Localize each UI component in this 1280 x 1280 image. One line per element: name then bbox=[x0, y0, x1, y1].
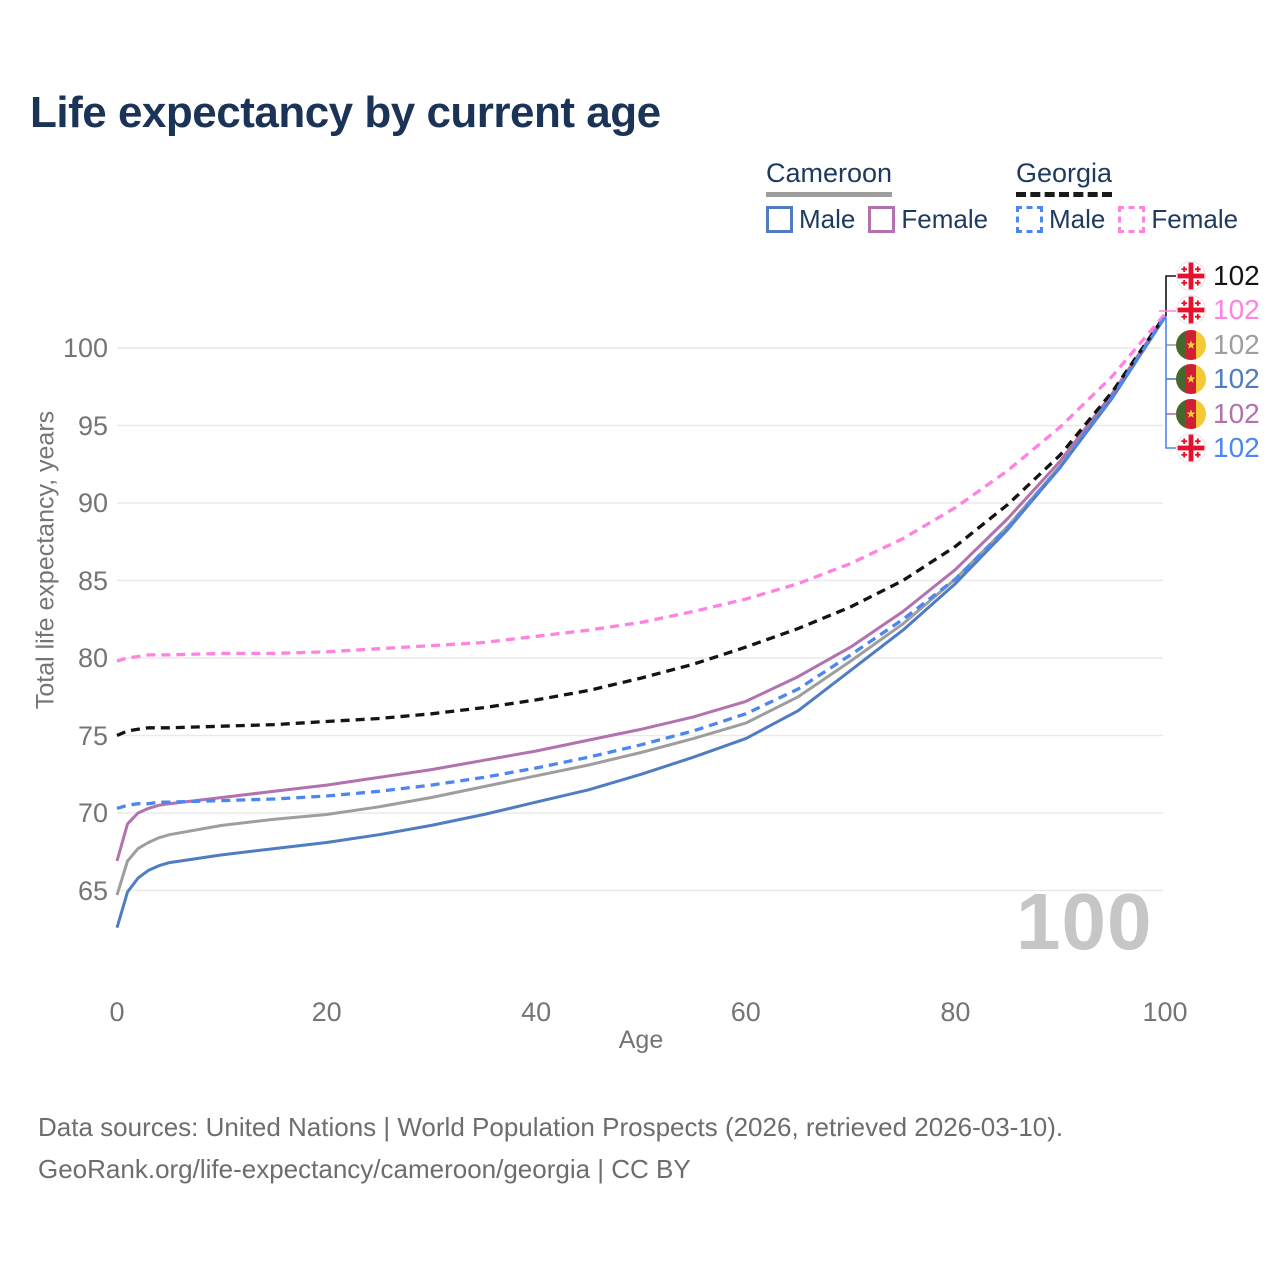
y-tick-label: 100 bbox=[62, 333, 108, 363]
y-tick-label: 70 bbox=[77, 798, 108, 828]
legend-item-label: Male bbox=[1049, 204, 1106, 234]
cameroon-flag-icon bbox=[1176, 330, 1206, 360]
leader-line bbox=[1165, 316, 1176, 449]
legend-item-label: Female bbox=[1151, 204, 1239, 234]
x-tick-label: 80 bbox=[940, 997, 971, 1027]
series-end-row: 102 bbox=[1176, 433, 1260, 463]
legend-group-georgia: Georgia Male Female bbox=[1016, 158, 1238, 235]
x-tick-label: 60 bbox=[730, 997, 761, 1027]
georgia-male-swatch bbox=[1016, 206, 1043, 233]
series-line-georgia-female[interactable] bbox=[116, 312, 1167, 663]
legend-item-label: Male bbox=[799, 204, 856, 234]
series-end-row: 102 bbox=[1176, 295, 1260, 325]
series-end-row: 102 bbox=[1176, 399, 1260, 429]
series-end-row: 102 bbox=[1176, 261, 1260, 291]
series-end-value: 102 bbox=[1213, 432, 1260, 463]
legend-item-georgia-male[interactable]: Male bbox=[1016, 204, 1105, 235]
footer-data-sources: Data sources: United Nations | World Pop… bbox=[38, 1112, 1064, 1142]
y-tick-label: 90 bbox=[77, 488, 108, 518]
page-title: Life expectancy by current age bbox=[30, 88, 661, 137]
series-end-value: 102 bbox=[1213, 363, 1260, 394]
x-tick-label: 100 bbox=[1142, 997, 1188, 1027]
x-axis-title: Age bbox=[618, 1026, 664, 1054]
series-end-value: 102 bbox=[1213, 260, 1260, 291]
legend-group-cameroon: Cameroon Male Female bbox=[766, 158, 988, 235]
footer-attribution: GeoRank.org/life-expectancy/cameroon/geo… bbox=[38, 1154, 691, 1184]
y-tick-label: 85 bbox=[77, 565, 108, 596]
y-tick-label: 75 bbox=[77, 720, 108, 751]
series-line-cameroon-both[interactable] bbox=[115, 316, 1167, 896]
cameroon-flag-icon bbox=[1176, 364, 1206, 394]
series-end-value: 102 bbox=[1213, 294, 1260, 325]
series-line-georgia-male[interactable] bbox=[116, 316, 1167, 810]
legend-item-georgia-female[interactable]: Female bbox=[1118, 204, 1238, 235]
series-line-cameroon-male[interactable] bbox=[115, 316, 1167, 929]
legend-item-cameroon-male[interactable]: Male bbox=[766, 204, 855, 235]
y-tick-label: 80 bbox=[77, 643, 108, 673]
georgia-flag-icon bbox=[1176, 261, 1206, 291]
x-tick-label: 0 bbox=[109, 997, 125, 1027]
y-axis-title: Total life expectancy, years bbox=[31, 410, 60, 710]
legend-country-cameroon: Cameroon bbox=[766, 158, 893, 197]
cameroon-female-swatch bbox=[868, 206, 896, 233]
watermark-age-100: 100 bbox=[1016, 877, 1153, 966]
legend-country-georgia: Georgia bbox=[1016, 158, 1113, 197]
georgia-female-swatch bbox=[1118, 206, 1146, 233]
series-end-row: 102 bbox=[1176, 330, 1260, 360]
cameroon-male-swatch bbox=[766, 206, 793, 233]
x-tick-label: 20 bbox=[311, 997, 342, 1027]
series-line-cameroon-female[interactable] bbox=[115, 314, 1167, 862]
footer: Data sources: United Nations | World Pop… bbox=[38, 1106, 1063, 1190]
y-tick-label: 65 bbox=[77, 875, 108, 906]
x-tick-label: 40 bbox=[521, 997, 552, 1027]
legend-item-cameroon-female[interactable]: Female bbox=[868, 204, 988, 235]
series-end-value: 102 bbox=[1213, 329, 1260, 360]
series-line-georgia-both[interactable] bbox=[116, 314, 1167, 738]
leader-line bbox=[1165, 275, 1176, 316]
series-end-value: 102 bbox=[1213, 398, 1260, 429]
y-tick-label: 95 bbox=[77, 410, 108, 441]
georgia-flag-icon bbox=[1176, 295, 1206, 325]
series-end-row: 102 bbox=[1176, 364, 1260, 394]
legend-item-label: Female bbox=[901, 204, 989, 234]
georgia-flag-icon bbox=[1176, 433, 1206, 463]
cameroon-flag-icon bbox=[1176, 399, 1206, 429]
